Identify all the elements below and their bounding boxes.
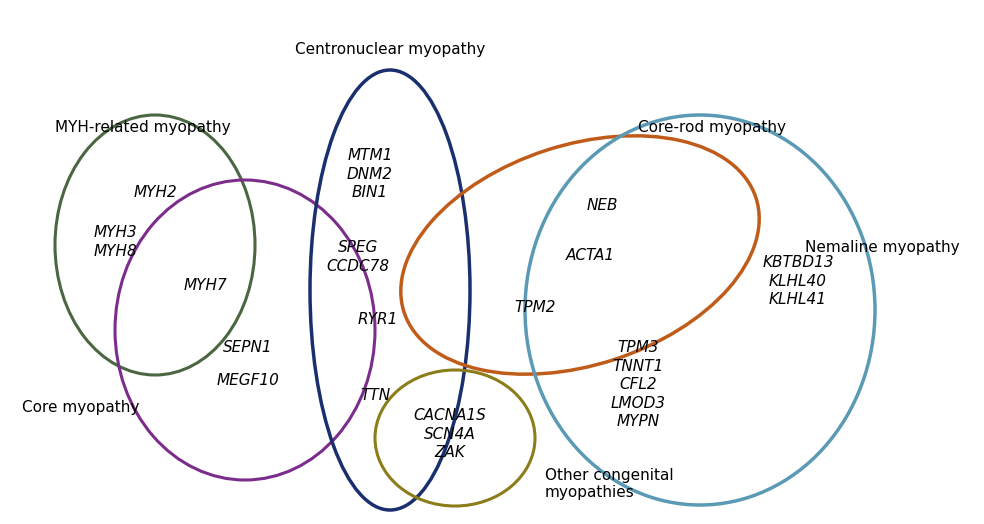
Text: RYR1: RYR1 bbox=[358, 312, 399, 327]
Text: MTM1
DNM2
BIN1: MTM1 DNM2 BIN1 bbox=[347, 148, 393, 200]
Text: TTN: TTN bbox=[360, 388, 390, 403]
Text: MYH7: MYH7 bbox=[183, 278, 227, 293]
Text: SPEG
CCDC78: SPEG CCDC78 bbox=[327, 240, 390, 274]
Text: TPM2: TPM2 bbox=[515, 300, 556, 315]
Text: KBTBD13
KLHL40
KLHL41: KBTBD13 KLHL40 KLHL41 bbox=[763, 255, 833, 307]
Text: ACTA1: ACTA1 bbox=[566, 248, 615, 263]
Text: Centronuclear myopathy: Centronuclear myopathy bbox=[295, 42, 485, 57]
Text: MYH-related myopathy: MYH-related myopathy bbox=[55, 120, 230, 135]
Text: SEPN1: SEPN1 bbox=[223, 340, 273, 355]
Text: Other congenital
myopathies: Other congenital myopathies bbox=[545, 468, 674, 500]
Text: TPM3
TNNT1
CFL2
LMOD3
MYPN: TPM3 TNNT1 CFL2 LMOD3 MYPN bbox=[610, 340, 665, 429]
Text: MYH3
MYH8: MYH3 MYH8 bbox=[93, 225, 137, 259]
Text: MYH2: MYH2 bbox=[133, 185, 177, 200]
Text: CACNA1S
SCN4A
ZAK: CACNA1S SCN4A ZAK bbox=[413, 408, 486, 460]
Text: NEB: NEB bbox=[586, 198, 618, 213]
Text: Core myopathy: Core myopathy bbox=[22, 400, 140, 415]
Text: Core-rod myopathy: Core-rod myopathy bbox=[638, 120, 786, 135]
Text: MEGF10: MEGF10 bbox=[216, 373, 279, 388]
Text: Nemaline myopathy: Nemaline myopathy bbox=[805, 240, 960, 255]
